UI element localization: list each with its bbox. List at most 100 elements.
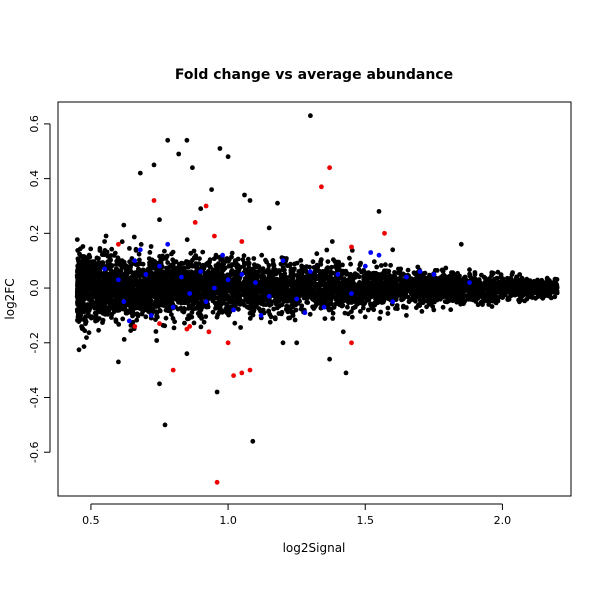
data-point xyxy=(279,311,284,317)
data-point xyxy=(424,304,429,310)
data-point xyxy=(131,234,137,240)
data-point xyxy=(345,311,351,317)
data-point xyxy=(86,330,92,336)
data-point xyxy=(440,304,446,310)
data-point xyxy=(119,265,125,270)
data-point xyxy=(264,259,269,265)
data-point xyxy=(422,270,428,276)
data-point xyxy=(506,296,512,302)
data-point xyxy=(128,323,134,328)
data-point xyxy=(148,244,154,249)
data-point xyxy=(165,260,171,265)
data-point xyxy=(215,312,221,318)
data-point xyxy=(489,294,495,299)
data-point xyxy=(170,249,176,255)
data-point xyxy=(134,317,140,323)
data-point xyxy=(102,301,108,307)
data-point xyxy=(493,300,499,306)
data-point xyxy=(507,276,513,282)
data-point xyxy=(375,281,381,287)
data-point xyxy=(549,280,554,286)
data-point xyxy=(361,273,367,279)
data-point xyxy=(375,298,380,304)
data-point xyxy=(284,303,289,309)
data-point xyxy=(116,307,122,313)
data-point xyxy=(183,269,188,275)
data-point xyxy=(82,309,87,315)
data-point xyxy=(147,250,153,255)
data-point xyxy=(467,267,472,273)
data-point xyxy=(323,298,329,304)
data-point xyxy=(130,281,136,287)
data-point xyxy=(162,248,167,254)
data-point xyxy=(335,267,340,273)
data-point xyxy=(275,299,281,305)
data-point xyxy=(330,310,336,316)
data-point xyxy=(406,299,412,305)
points-layer xyxy=(74,113,560,485)
data-point xyxy=(124,264,129,270)
data-point xyxy=(90,303,95,309)
data-point xyxy=(265,283,271,289)
data-point xyxy=(334,276,340,282)
data-point xyxy=(188,279,194,284)
data-point xyxy=(498,274,503,280)
data-point xyxy=(241,253,247,259)
data-point xyxy=(328,306,334,312)
data-point xyxy=(377,316,383,321)
data-point xyxy=(330,316,336,321)
data-point xyxy=(259,252,265,258)
data-point xyxy=(121,337,127,342)
data-point xyxy=(345,304,350,310)
data-point xyxy=(217,291,223,297)
data-point xyxy=(215,295,221,301)
data-point xyxy=(439,267,445,273)
data-point xyxy=(186,316,192,321)
data-point xyxy=(81,263,87,268)
data-point xyxy=(89,278,95,284)
data-point xyxy=(468,296,473,302)
data-point xyxy=(101,292,107,298)
data-point xyxy=(308,277,314,282)
data-point xyxy=(138,261,143,267)
data-point xyxy=(156,269,161,275)
data-point xyxy=(185,298,191,304)
data-point xyxy=(148,271,154,276)
data-point xyxy=(111,308,117,313)
data-point xyxy=(272,316,278,322)
data-point xyxy=(126,281,132,287)
data-point xyxy=(141,288,147,294)
data-point xyxy=(106,286,111,292)
data-point xyxy=(461,282,467,287)
data-point xyxy=(229,254,234,260)
data-point xyxy=(234,283,240,289)
data-point xyxy=(184,237,190,243)
data-point xyxy=(424,298,430,304)
data-point xyxy=(104,279,109,284)
data-point xyxy=(104,305,110,310)
data-point xyxy=(109,246,115,252)
data-point xyxy=(328,273,333,279)
data-point xyxy=(270,286,276,291)
data-point xyxy=(80,257,86,263)
data-point xyxy=(311,265,317,270)
data-point xyxy=(249,308,255,313)
data-point xyxy=(238,325,244,330)
data-point xyxy=(209,272,214,278)
data-point xyxy=(145,283,151,288)
data-point xyxy=(368,301,373,307)
data-point xyxy=(96,270,102,275)
data-point xyxy=(191,320,197,326)
data-point xyxy=(78,263,83,268)
data-point xyxy=(81,344,87,349)
data-point xyxy=(400,271,406,277)
data-point xyxy=(340,262,345,268)
data-point xyxy=(255,293,261,299)
data-point xyxy=(224,301,229,307)
data-point xyxy=(346,285,352,291)
data-point xyxy=(131,310,136,316)
data-point xyxy=(193,289,199,294)
data-point xyxy=(281,267,287,273)
data-point xyxy=(140,283,146,289)
